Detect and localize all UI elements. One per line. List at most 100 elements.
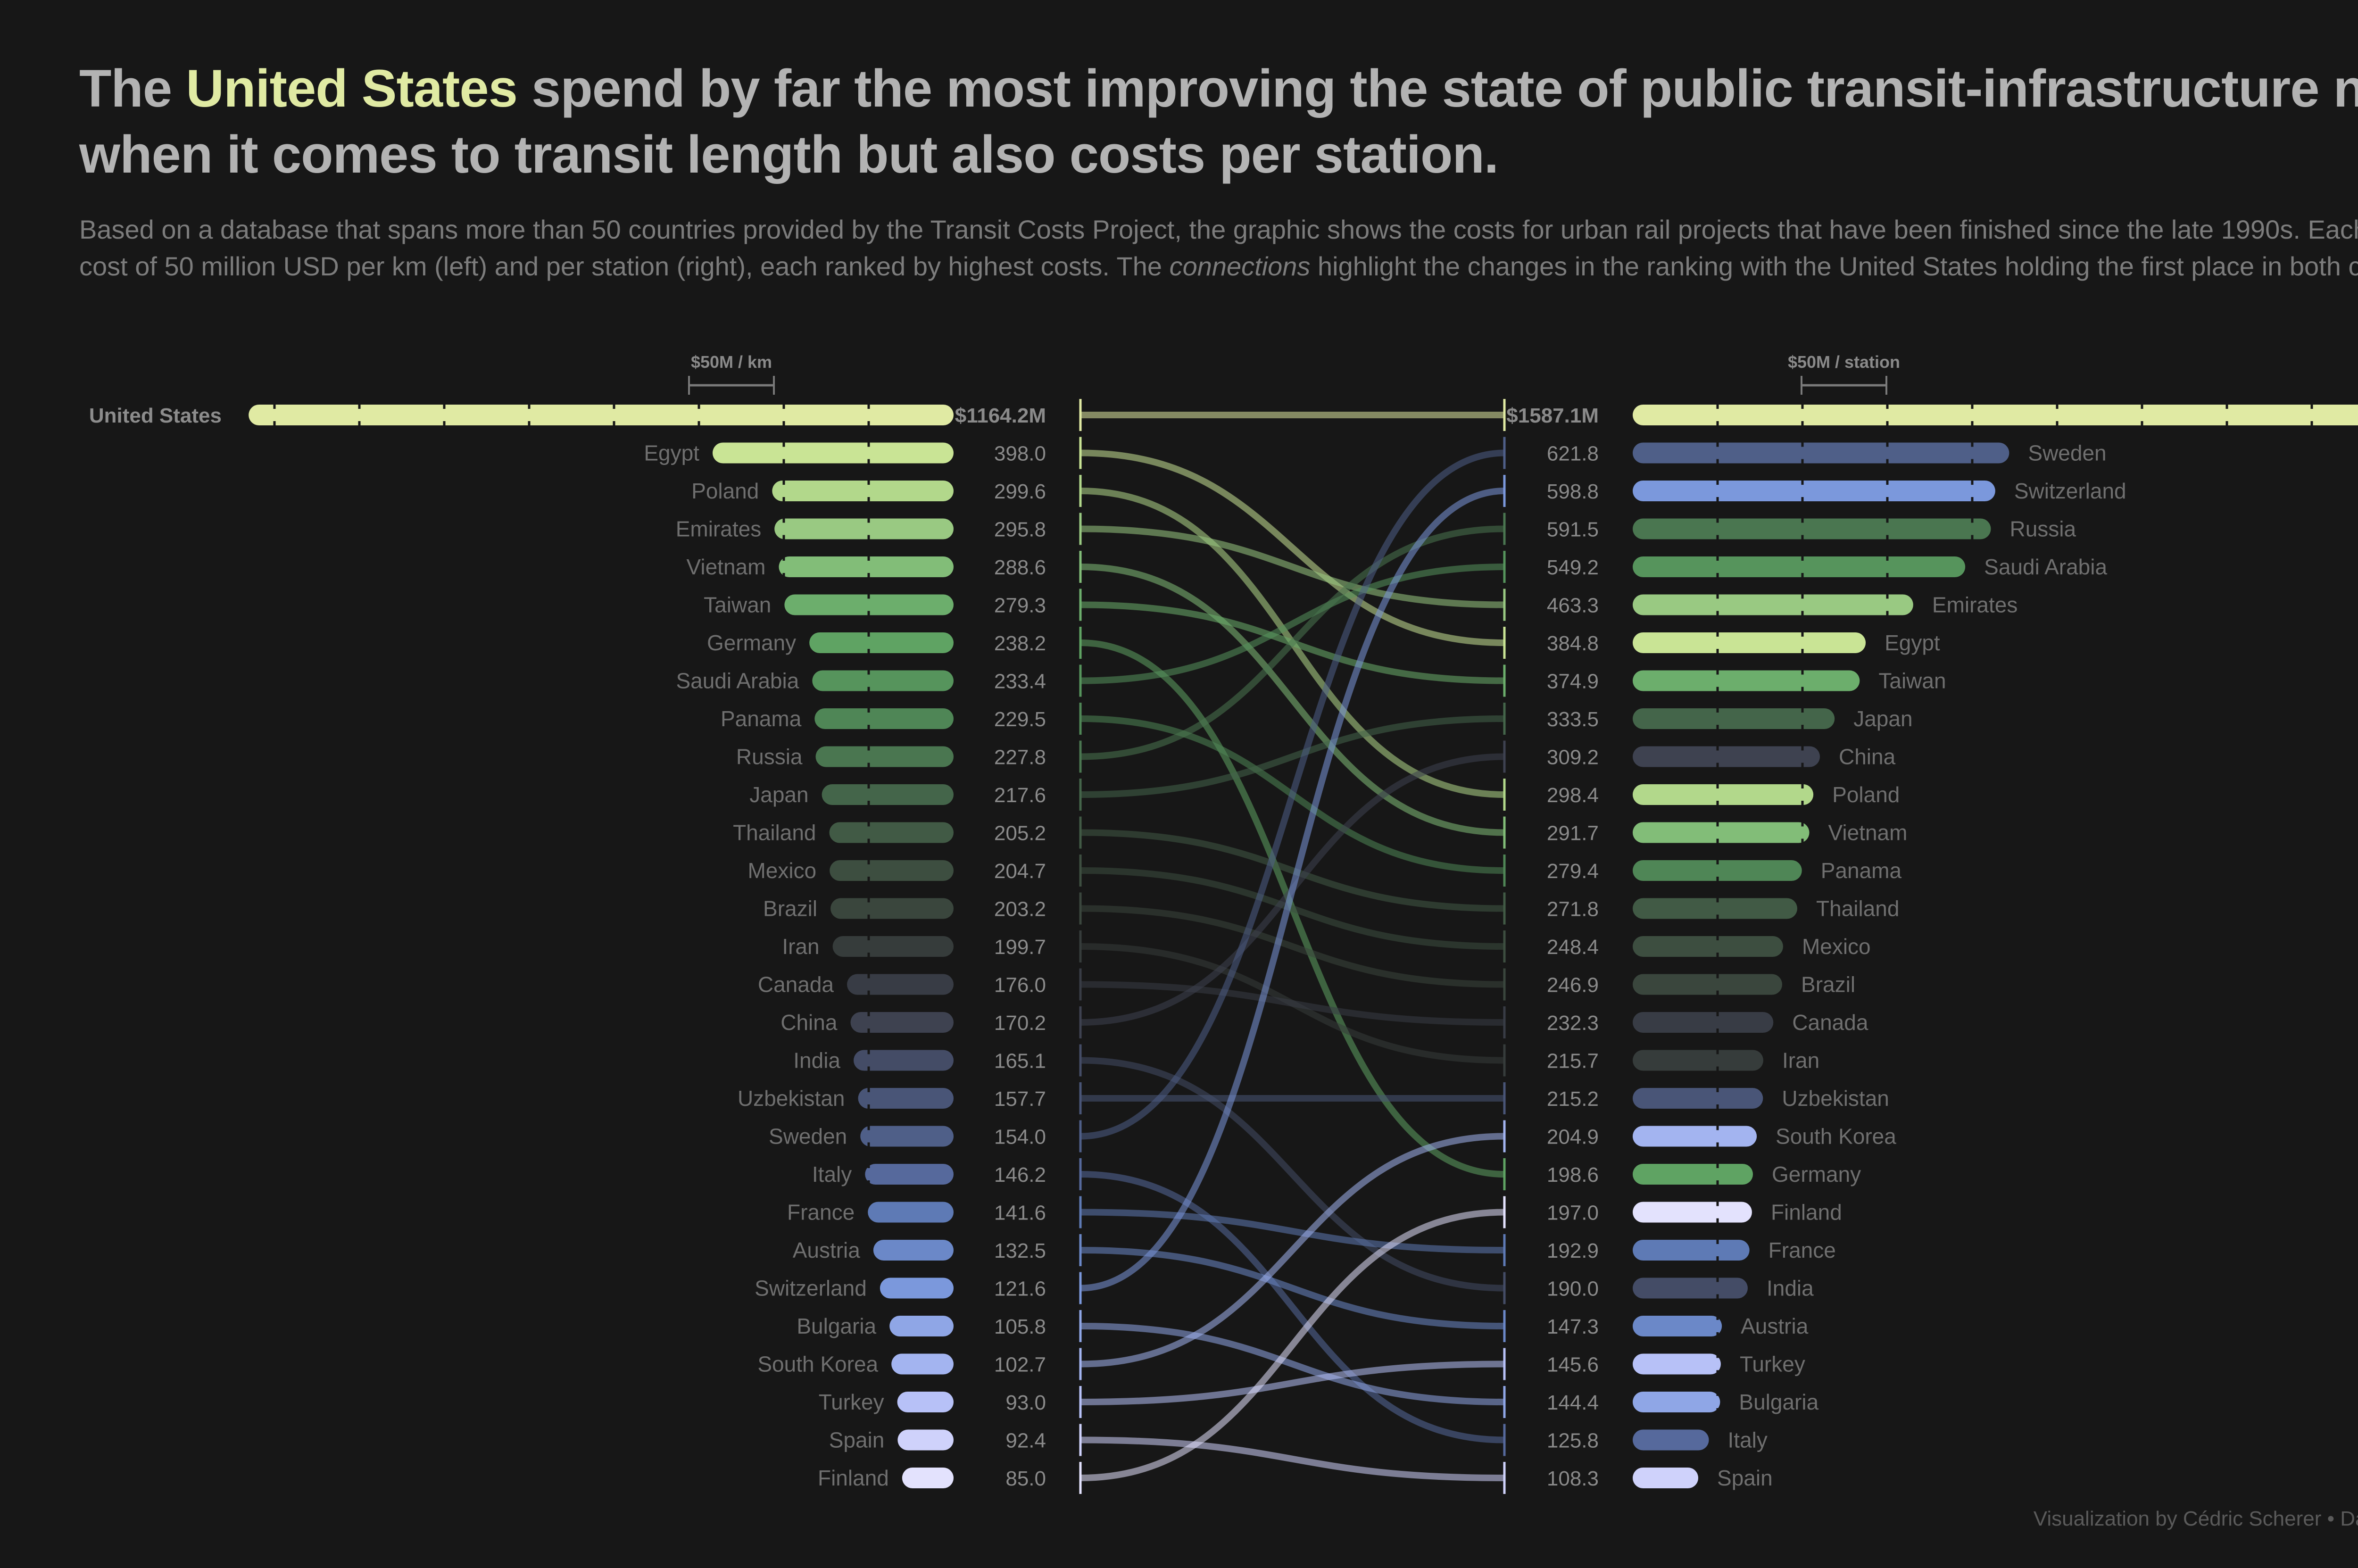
right-value-label: $1587.1M [1506,404,1599,427]
right-bar [1633,405,2358,425]
connection-line-bulgaria [1080,1323,1505,1405]
right-value-label: 144.4 [1547,1391,1599,1414]
left-bar [712,442,954,464]
left-country-label: Germany [707,631,796,655]
left-value-label: 92.4 [1005,1429,1046,1452]
right-value-label: 246.9 [1547,974,1599,997]
left-bar [774,518,954,539]
left-country-label: Uzbekistan [738,1086,845,1111]
right-country-label: Mexico [1802,934,1871,959]
right-bar [1633,632,1866,653]
right-value-label: 591.5 [1547,518,1599,541]
left-value-label: 93.0 [1005,1391,1046,1414]
chart-title: The United States spend by far the most … [79,56,2358,188]
left-value-label: 227.8 [994,746,1046,769]
right-bar [1633,1050,1763,1071]
right-country-label: Switzerland [2014,479,2126,503]
right-bar [1633,518,1991,539]
right-country-label: Japan [1853,706,1912,731]
left-country-label: Panama [721,706,802,731]
left-country-label: Poland [691,479,759,503]
right-country-label: Taiwan [1878,669,1946,693]
right-country-label: Iran [1782,1048,1819,1073]
right-value-label: 125.8 [1547,1429,1599,1452]
left-country-label: China [780,1010,838,1035]
right-country-label: Russia [2009,517,2076,541]
left-country-label: Canada [758,972,834,997]
left-bar [868,1202,954,1223]
right-value-label: 374.9 [1547,670,1599,693]
right-value-label: 147.3 [1547,1315,1599,1338]
left-bar [850,1012,954,1033]
right-bar [1633,746,1820,767]
right-bar [1633,1088,1763,1109]
right-country-label: France [1768,1238,1836,1262]
right-value-label: 198.6 [1547,1163,1599,1186]
left-bar [812,670,954,691]
left-bar [880,1278,954,1299]
right-value-label: 145.6 [1547,1353,1599,1377]
right-value-label: 204.9 [1547,1126,1599,1149]
right-panel-per-station: $1587.1M Sweden 621.8 Switzerland 598.8 Russi… [1506,404,2358,1490]
legend-per-station-label: $50M / station [1788,352,1900,372]
left-value-label: 299.6 [994,480,1046,503]
left-country-label: United States [89,404,222,427]
right-bar [1633,1164,1753,1185]
right-bar [1633,1012,1774,1033]
right-bar [1633,898,1797,919]
connection-line-vietnam [1080,564,1505,836]
left-value-label: 295.8 [994,518,1046,541]
right-country-label: India [1767,1276,1814,1301]
left-value-label: 157.7 [994,1087,1046,1111]
left-country-label: Brazil [763,896,817,921]
left-country-label: France [787,1200,855,1225]
right-country-label: Egypt [1885,631,1940,655]
left-country-label: Japan [749,782,808,807]
left-bar [814,708,954,729]
right-country-label: Turkey [1740,1352,1805,1377]
left-country-label: Finland [818,1466,889,1490]
left-country-label: Taiwan [704,593,771,617]
right-value-label: 549.2 [1547,556,1599,579]
right-country-label: Brazil [1801,972,1855,997]
left-value-label: 176.0 [994,974,1046,997]
connection-line-france [1080,1209,1505,1253]
left-bar [891,1353,954,1375]
left-value-label: 204.7 [994,860,1046,883]
right-value-label: 190.0 [1547,1278,1599,1301]
left-bar [860,1126,954,1147]
connection-line-sweden [1080,449,1505,1140]
right-value-label: 291.7 [1547,822,1599,845]
left-value-label: 205.2 [994,822,1046,845]
left-value-label: 154.0 [994,1126,1046,1149]
right-value-label: 621.8 [1547,442,1599,465]
left-country-label: Emirates [676,517,761,541]
right-bar [1633,481,1995,501]
right-country-label: Canada [1792,1010,1868,1035]
right-bar [1633,594,1913,615]
subtitle-part3: highlight the changes in the ranking wit… [1317,251,2358,281]
connection-line-canada [1080,981,1505,1026]
left-country-label: Saudi Arabia [676,669,799,693]
connection-line-switzerland [1080,488,1505,1292]
right-bar [1633,708,1835,729]
left-country-label: Austria [793,1238,861,1262]
right-bar [1633,556,1966,577]
right-value-label: 108.3 [1547,1467,1599,1490]
left-value-label: 288.6 [994,556,1046,579]
right-value-label: 271.8 [1547,898,1599,921]
left-country-label: Bulgaria [797,1314,876,1338]
left-value-label: 132.5 [994,1239,1046,1262]
subtitle-emphasis-connections: connections [1169,251,1311,281]
left-country-label: Italy [812,1162,852,1186]
left-country-label: Mexico [747,858,816,883]
right-bar [1633,974,1783,995]
left-bar [772,481,954,501]
connection-line-emirates [1080,525,1505,608]
right-value-label: 384.8 [1547,632,1599,655]
title-highlight: United States [186,59,518,118]
right-country-label: Austria [1741,1314,1809,1338]
left-value-label: $1164.2M [955,404,1046,427]
left-country-label: South Korea [757,1352,878,1377]
connection-line-saudi-arabia [1080,564,1505,684]
